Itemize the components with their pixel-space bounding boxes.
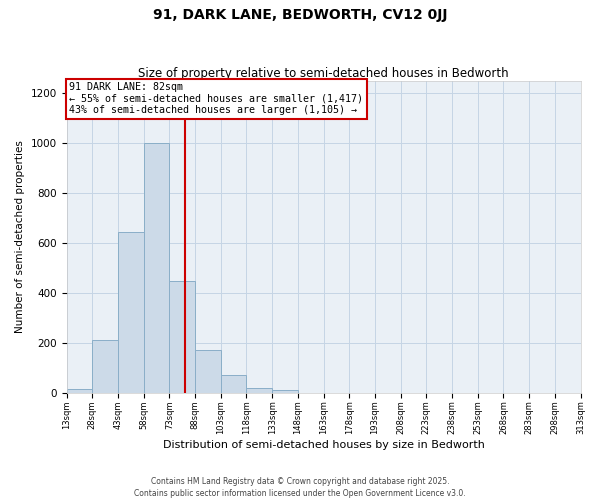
Text: Contains HM Land Registry data © Crown copyright and database right 2025.
Contai: Contains HM Land Registry data © Crown c… [134, 476, 466, 498]
Bar [169, 280, 195, 393]
Bar [221, 376, 247, 393]
Bar [67, 389, 92, 393]
Bar [247, 388, 272, 393]
Title: Size of property relative to semi-detached houses in Bedworth: Size of property relative to semi-detach… [138, 66, 509, 80]
Text: 91, DARK LANE, BEDWORTH, CV12 0JJ: 91, DARK LANE, BEDWORTH, CV12 0JJ [153, 8, 447, 22]
Bar [143, 143, 169, 393]
Text: 91 DARK LANE: 82sqm
← 55% of semi-detached houses are smaller (1,417)
43% of sem: 91 DARK LANE: 82sqm ← 55% of semi-detach… [69, 82, 363, 116]
Bar [118, 232, 143, 393]
Y-axis label: Number of semi-detached properties: Number of semi-detached properties [15, 140, 25, 333]
Bar [272, 390, 298, 393]
Bar [195, 350, 221, 393]
X-axis label: Distribution of semi-detached houses by size in Bedworth: Distribution of semi-detached houses by … [163, 440, 484, 450]
Bar [92, 340, 118, 393]
